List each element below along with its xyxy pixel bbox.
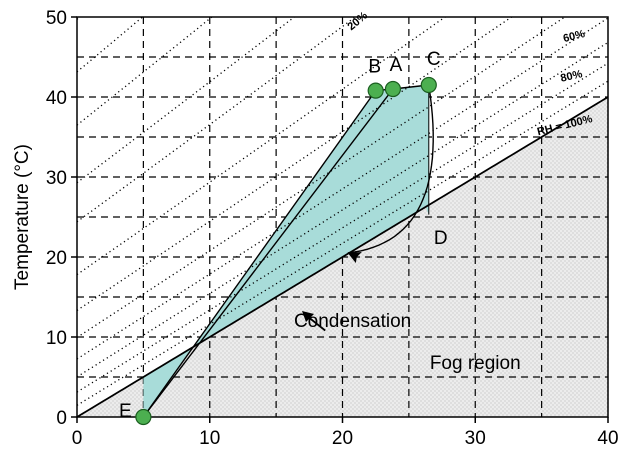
region-label-d: D [434, 228, 448, 249]
point-label-b: B [368, 57, 381, 78]
y-tick-label: 10 [46, 328, 67, 349]
rh-curve-15 [77, 17, 296, 184]
condensation-arrow-head [302, 311, 315, 322]
rh-label-60: 60% [562, 28, 586, 45]
y-tick-label: 50 [46, 8, 67, 29]
rh-curve-20 [77, 17, 357, 223]
x-axis: 0 10 20 30 40 [72, 417, 619, 449]
mixing-line-e-b [142, 90, 377, 418]
y-tick-label: 30 [46, 168, 67, 189]
x-tick-label: 30 [465, 428, 486, 449]
y-axis: 0 10 20 30 40 50 [46, 8, 77, 429]
fog-region-label: Fog region [430, 353, 521, 374]
x-tick-label: 10 [199, 428, 220, 449]
x-tick-label: 20 [332, 428, 353, 449]
rh-curves [77, 17, 608, 417]
point-label-c: C [427, 49, 441, 70]
state-point-a [384, 80, 402, 98]
cooling-arrowhead [347, 252, 362, 263]
rh-curve-10 [77, 17, 213, 126]
rh-curve-100 [77, 96, 608, 417]
point-label-a: A [390, 55, 403, 76]
y-tick-label: 0 [56, 408, 67, 429]
y-tick-label: 20 [46, 248, 67, 269]
state-point-b [367, 82, 384, 99]
condensation-arrow [302, 311, 326, 332]
state-points [135, 76, 437, 426]
rh-curve-7 [77, 17, 144, 73]
state-point-c [420, 76, 437, 94]
condensation-label: Condensation [294, 311, 411, 332]
rh-label-80: 80% [559, 68, 583, 85]
x-tick-label: 0 [72, 428, 83, 449]
rh-curve-50 [77, 17, 567, 339]
cooling-path-c-d [347, 84, 434, 254]
mixing-line-e-a [142, 88, 394, 418]
point-labels: AB C E [119, 49, 441, 422]
rh-label-20: 20% [346, 10, 371, 33]
process-lines [142, 84, 434, 418]
point-label-e: E [119, 401, 132, 422]
x-tick-label: 40 [597, 428, 618, 449]
y-tick-label: 40 [46, 88, 67, 109]
condensation-arrow-shaft [306, 315, 326, 332]
y-axis-label: Temperature (°C) [12, 144, 33, 290]
state-point-e [135, 408, 152, 426]
